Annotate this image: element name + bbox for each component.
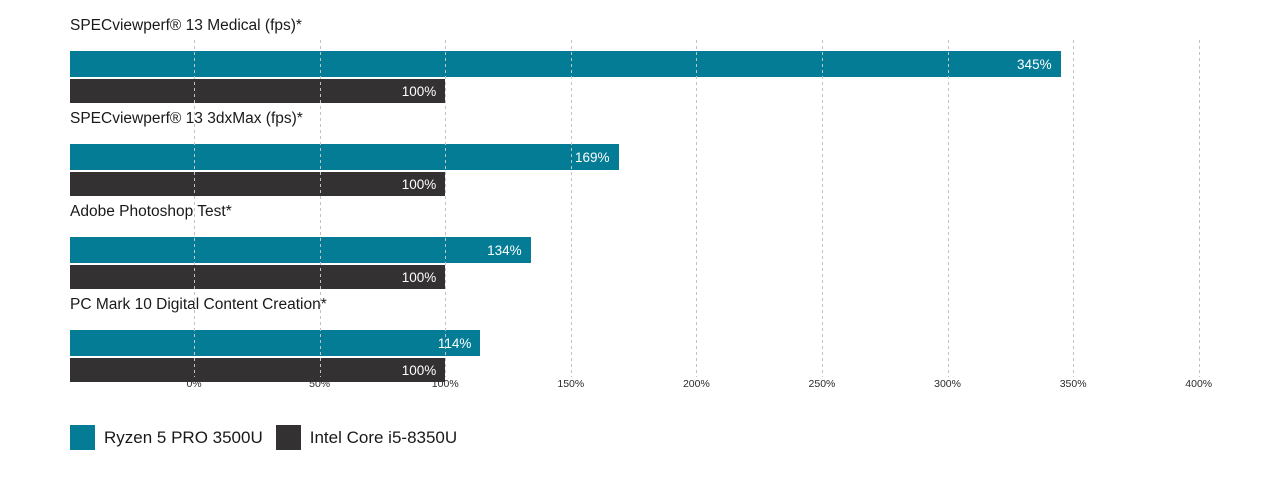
bar-value-label: 100% [401,362,437,378]
bar-value-label: 114% [437,335,472,351]
benchmark-group: PC Mark 10 Digital Content Creation* 114%… [70,295,1204,388]
gridline [821,40,823,377]
bar-intel-core-i5-8350u: 100% [70,265,446,289]
legend-item: Intel Core i5-8350U [275,425,458,450]
x-tick-label: 350% [1059,378,1087,390]
bar-intel-core-i5-8350u: 100% [70,79,446,103]
bar-intel-core-i5-8350u: 100% [70,172,446,196]
gridline [1198,40,1200,377]
gridline [696,40,698,377]
gridline [445,40,447,377]
x-tick-label: 200% [682,378,710,390]
legend: Ryzen 5 PRO 3500U Intel Core i5-8350U [70,425,457,450]
bar-ryzen-5-pro-3500u: 134% [70,237,531,263]
group-title: SPECviewperf® 13 Medical (fps)* [70,17,302,34]
x-tick-label: 250% [808,378,836,390]
plot-area: SPECviewperf® 13 Medical (fps)* 345% 100% S… [70,0,1212,480]
group-title: PC Mark 10 Digital Content Creation* [70,296,327,313]
gridline [947,40,949,377]
group-title: SPECviewperf® 13 3dxMax (fps)* [70,110,303,127]
legend-swatch-ryzen [70,425,95,450]
x-tick-label: 300% [934,378,961,390]
bar-ryzen-5-pro-3500u: 114% [70,330,481,356]
group-title: Adobe Photoshop Test* [70,203,232,220]
bar-ryzen-5-pro-3500u: 169% [70,144,619,170]
x-tick-label: 400% [1185,378,1213,390]
legend-label: Ryzen 5 PRO 3500U [104,427,263,447]
legend-swatch-intel [275,425,301,450]
bar-value-label: 100% [401,83,437,99]
gridline [319,40,321,377]
benchmark-group: Adobe Photoshop Test* 134% 100% [70,202,1204,295]
x-tick-label: 150% [557,378,585,390]
bar-value-label: 169% [575,149,610,165]
bar-value-label: 345% [1017,56,1052,72]
gridline [1073,40,1075,377]
bar-ryzen-5-pro-3500u: 345% [70,51,1061,77]
gridline [194,40,196,377]
bar-value-label: 100% [401,269,437,285]
benchmark-group: SPECviewperf® 13 3dxMax (fps)* 169% 100% [70,109,1204,202]
bar-intel-core-i5-8350u: 100% [70,358,446,382]
gridline [570,40,572,377]
bar-value-label: 100% [401,176,437,192]
legend-label: Intel Core i5-8350U [309,427,458,447]
bar-value-label: 134% [487,242,522,258]
benchmark-group: SPECviewperf® 13 Medical (fps)* 345% 100% [70,16,1204,109]
legend-item: Ryzen 5 PRO 3500U [70,425,263,450]
